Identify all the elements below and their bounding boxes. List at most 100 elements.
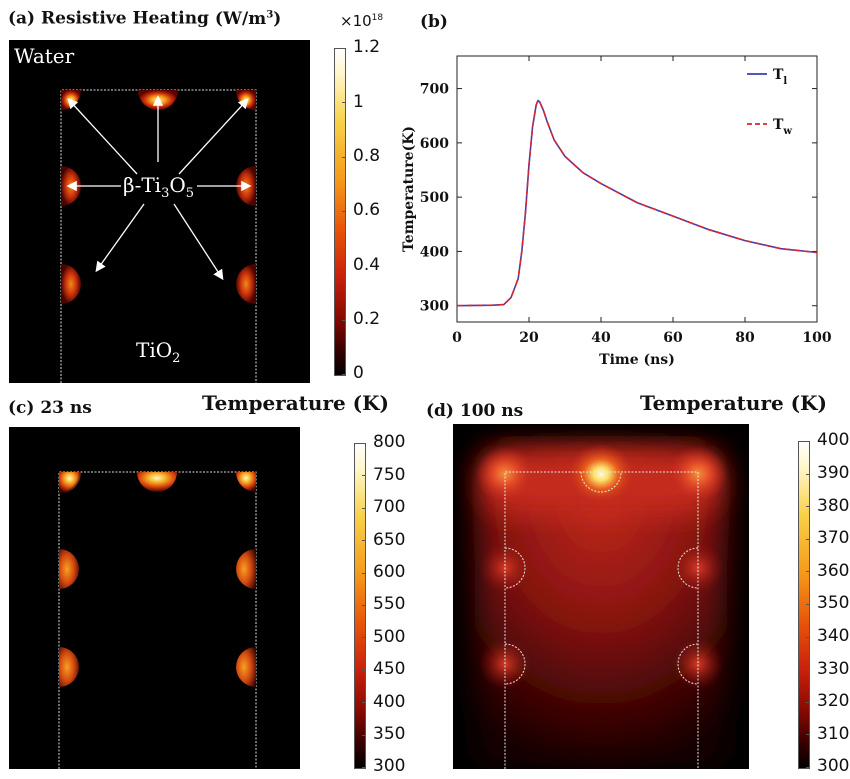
x-axis-label: Time (ns): [599, 352, 675, 368]
arrow-top-left: [67, 98, 138, 175]
label-beta-ti3o5: β-Ti3O5: [123, 173, 194, 201]
panel-a-units-end: ): [273, 8, 282, 29]
particle-d-mid-right-outline: [677, 547, 699, 589]
panel-a-map-svg: [60, 89, 257, 383]
colorbar-tick-mark: [362, 573, 366, 574]
colorbar-tick-mark: [362, 443, 366, 444]
arrows-a: [66, 95, 252, 281]
panel-a-scale-exp: 18: [371, 13, 384, 23]
colorbar-a-tick: 0.4: [353, 254, 381, 275]
colorbar-d-tick: 380: [817, 495, 850, 516]
particle-c-mid-right: [236, 549, 256, 589]
colorbar-tick-mark: [806, 702, 810, 703]
colorbar-d-tick: 310: [817, 723, 850, 744]
colorbar-tick-mark: [362, 702, 366, 703]
beta-sub1: 3: [161, 186, 170, 201]
panel-a-title: (a) Resistive Heating (W/m3): [8, 8, 281, 29]
particle-a-top-right: [236, 90, 256, 110]
colorbar-tick-mark: [362, 735, 366, 736]
colorbar-d-tick: 350: [817, 593, 850, 614]
y-tick-label: 600: [420, 136, 449, 152]
colorbar-tick-mark: [362, 475, 366, 476]
colorbar-tick-mark: [806, 506, 810, 507]
panel-d-map: [453, 424, 749, 769]
panel-b-chart: 0 20 40 60 80 100 300 400 500 600 700 Time (ns) Temp…: [401, 55, 832, 368]
heat-body-d: [475, 446, 727, 769]
colorbar-c-tick: 800: [373, 432, 406, 453]
colorbar-tick-mark: [362, 540, 366, 541]
x-tick-label: 60: [663, 330, 683, 346]
arrow-low-right: [173, 203, 224, 281]
particle-d-mid-left-outline: [504, 547, 526, 589]
colorbar-c: [354, 443, 366, 769]
label-water: Water: [14, 44, 75, 68]
particle-c-top-left-wide: [59, 472, 81, 494]
colorbar-d-tick: 400: [817, 430, 850, 451]
hot-spot-d-low-right: [672, 638, 724, 690]
colorbar-c-tick: 650: [373, 529, 406, 550]
x-tick-label: 0: [452, 330, 462, 346]
colorbar-a-tick: 0: [353, 363, 364, 384]
colorbar-a-tick: 0.6: [353, 200, 381, 221]
colorbar-d-tick: 390: [817, 463, 850, 484]
hot-spot-d-center: [567, 444, 635, 504]
colorbar-tick-mark: [362, 767, 366, 768]
y-tick-label: 300: [420, 299, 449, 315]
particle-a-top-left: [61, 90, 81, 110]
legend-label-1: Tw: [773, 117, 792, 137]
y-tick-label: 500: [420, 190, 449, 206]
x-tick-label: 100: [802, 330, 831, 346]
tio2-main: TiO: [136, 338, 173, 362]
colorbar-a-tick: 1.2: [353, 37, 381, 58]
colorbar-tick-mark: [362, 508, 366, 509]
particle-c-mid-left: [59, 549, 79, 589]
panel-a-units-sup: 3: [266, 8, 274, 20]
x-tick-label: 20: [519, 330, 539, 346]
particle-c-top-center: [137, 472, 177, 492]
arrow-low-left: [95, 203, 145, 273]
colorbar-tick-mark: [362, 670, 366, 671]
colorbar-c-tick: 600: [373, 562, 406, 583]
y-tick-label: 400: [420, 244, 449, 260]
colorbar-c-tick: 500: [373, 626, 406, 647]
beta-a: β-Ti: [123, 173, 162, 197]
colorbar-d: [798, 441, 810, 769]
panel-d-label: (d) 100 ns: [426, 401, 524, 421]
panel-a-units-main: (W/m: [214, 8, 267, 29]
label-tio2: TiO2: [136, 338, 180, 366]
x-tick-label: 80: [735, 330, 755, 346]
colorbar-tick-mark: [342, 265, 346, 266]
colorbar-tick-mark: [806, 767, 810, 768]
colorbar-tick-mark: [806, 604, 810, 605]
legend-label-0: Tl: [773, 67, 787, 87]
colorbar-c-tick: 450: [373, 659, 406, 680]
colorbar-d-tick: 370: [817, 528, 850, 549]
colorbar-tick-mark: [806, 441, 810, 442]
beta-sub2: 5: [185, 186, 195, 201]
colorbar-tick-mark: [342, 374, 346, 375]
panel-c-map: [9, 427, 300, 769]
plot-frame: [456, 55, 818, 323]
colorbar-tick-mark: [342, 211, 346, 212]
particle-c-low-left: [59, 647, 79, 687]
panel-a-scale: ×1018: [340, 12, 383, 30]
colorbar-a-tick: 1: [353, 91, 364, 112]
colorbar-tick-mark: [342, 320, 346, 321]
colorbar-tick-mark: [806, 474, 810, 475]
panel-c-map-svg: [58, 471, 257, 769]
panel-c-label: (c) 23 ns: [8, 398, 92, 418]
particle-d-low-right-outline: [677, 643, 699, 685]
colorbar-tick-mark: [362, 637, 366, 638]
colorbar-c-tick: 550: [373, 594, 406, 615]
colorbar-tick-mark: [342, 48, 346, 49]
particle-d-top-center-outline: [580, 471, 622, 493]
y-tick-label: 700: [420, 82, 449, 98]
panel-d-colorbar-title: Temperature (K): [640, 391, 827, 415]
colorbar-tick-mark: [806, 669, 810, 670]
y-axis-label: Temperature(K): [401, 126, 417, 252]
tio2-outline-d: [504, 471, 699, 769]
colorbar-c-tick: 700: [373, 497, 406, 518]
particle-c-low-right: [236, 647, 256, 687]
colorbar-tick-mark: [806, 539, 810, 540]
colorbar-tick-mark: [806, 734, 810, 735]
